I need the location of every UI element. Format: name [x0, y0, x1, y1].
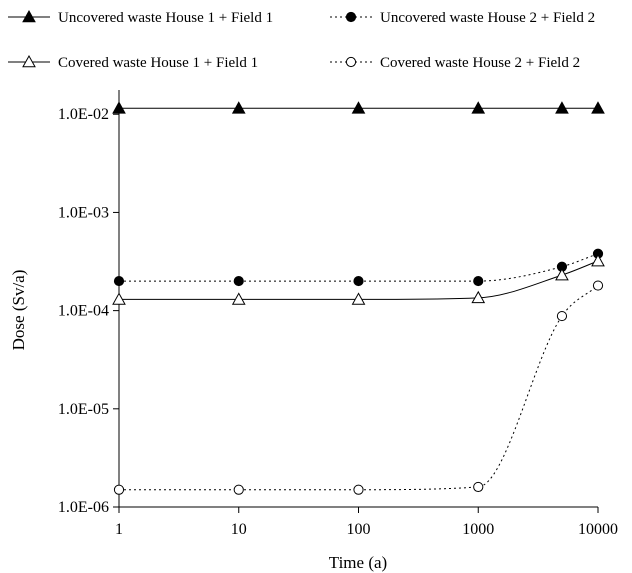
- legend: Uncovered waste House 1 + Field 1 Uncover…: [8, 9, 595, 71]
- data-point: [591, 253, 605, 267]
- data-point: [471, 290, 486, 304]
- y-tick-label: 1.0E-02: [58, 106, 109, 123]
- data-point: [471, 101, 486, 114]
- series-3: [112, 253, 605, 305]
- data-point: [351, 292, 366, 305]
- axes: 1.0E-02 1.0E-03 1.0E-04 1.0E-05 1.0E-06 1 10 10…: [58, 90, 618, 538]
- legend-swatch-marker: [345, 11, 357, 23]
- legend-label: Covered waste House 1 + Field 1: [58, 55, 258, 71]
- legend-label: Uncovered waste House 2 + Field 2: [380, 10, 595, 26]
- data-point: [112, 101, 126, 114]
- x-tick-label: 100: [347, 521, 371, 538]
- legend-label: Uncovered waste House 1 + Field 1: [58, 10, 273, 26]
- data-point: [556, 310, 568, 322]
- y-tick-label: 1.0E-05: [58, 401, 109, 418]
- legend-item: Covered waste House 2 + Field 2: [330, 55, 580, 71]
- legend-swatch-marker: [22, 54, 36, 68]
- y-axis-label: Dose (Sv/a): [9, 270, 28, 351]
- legend-item: Uncovered waste House 2 + Field 2: [330, 10, 595, 26]
- data-point: [231, 292, 246, 305]
- data-point: [473, 275, 484, 287]
- data-point: [233, 484, 244, 495]
- data-point: [233, 275, 244, 287]
- data-point: [113, 484, 125, 495]
- legend-item: Covered waste House 1 + Field 1: [8, 54, 258, 71]
- data-point: [113, 275, 125, 287]
- x-axis-label: Time (a): [329, 553, 387, 572]
- legend-swatch-marker: [345, 56, 357, 68]
- data-point: [351, 101, 366, 114]
- data-point: [591, 101, 605, 114]
- x-tick-label: 1: [115, 521, 123, 538]
- data-point: [592, 280, 604, 291]
- series-line: [118, 285, 599, 491]
- data-point: [555, 101, 569, 114]
- x-tick-label: 1000: [462, 521, 494, 538]
- data-point: [555, 268, 569, 281]
- series-4: [113, 280, 604, 495]
- x-tick-label: 10: [231, 521, 247, 538]
- x-tick-label: 10000: [578, 521, 618, 538]
- series-1: [112, 101, 605, 114]
- data-point: [353, 275, 364, 287]
- y-tick-label: 1.0E-03: [58, 204, 109, 221]
- data-point: [231, 101, 246, 114]
- legend-swatch-marker: [22, 9, 36, 23]
- legend-label: Covered waste House 2 + Field 2: [380, 55, 580, 71]
- series-2: [113, 248, 604, 287]
- data-point: [353, 484, 364, 495]
- y-tick-label: 1.0E-06: [58, 499, 109, 516]
- plot-area: [112, 101, 605, 495]
- data-point: [112, 292, 126, 305]
- legend-item: Uncovered waste House 1 + Field 1: [8, 9, 273, 26]
- y-tick-label: 1.0E-04: [58, 303, 109, 320]
- data-point: [473, 481, 484, 493]
